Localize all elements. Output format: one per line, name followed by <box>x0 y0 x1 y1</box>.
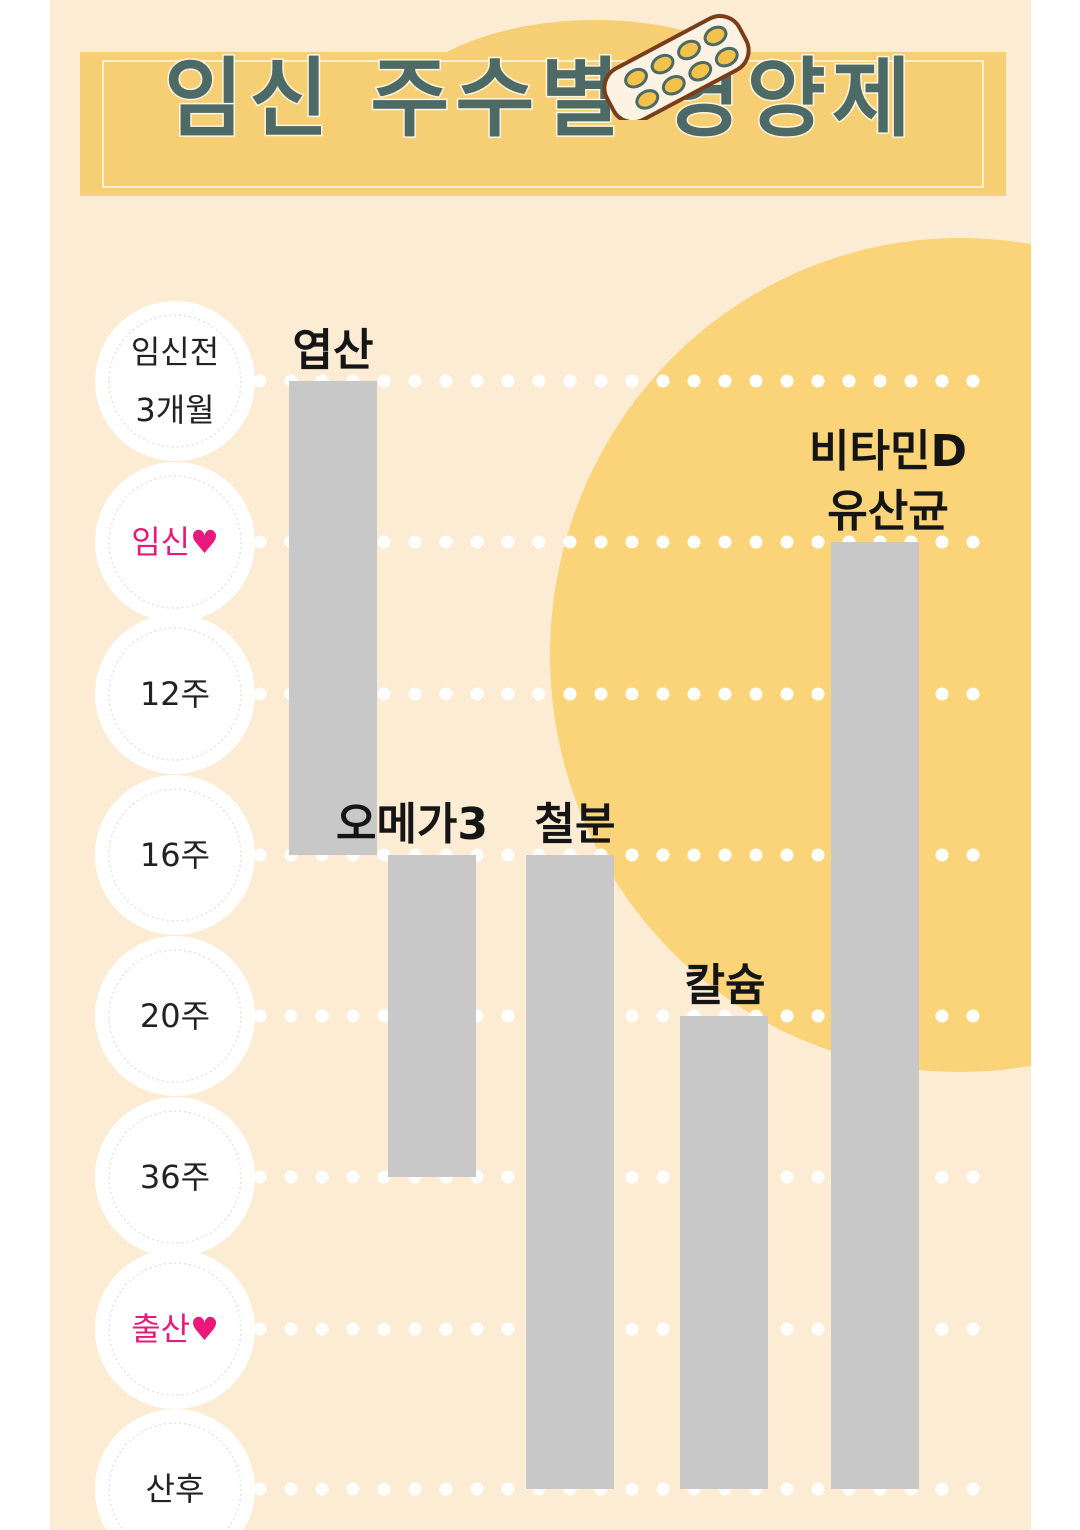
page-title: 임신 주수별 영양제 <box>163 48 917 151</box>
banner-frame <box>102 60 984 188</box>
row-label: 36주 <box>140 1158 210 1196</box>
bar-1 <box>289 381 377 855</box>
row-marker-circle <box>95 1409 255 1530</box>
row-marker-ring <box>108 788 242 922</box>
row-marker-ring <box>108 475 242 609</box>
row-marker-circle <box>95 936 255 1096</box>
row-label: 임신♥ <box>131 523 219 561</box>
row-marker-circle <box>95 775 255 935</box>
bar-group <box>289 381 919 1489</box>
row-marker-ring <box>108 949 242 1083</box>
pill-blister-pack-icon <box>602 14 751 120</box>
bar-label-2: 오메가3 <box>336 799 488 850</box>
bar-3 <box>526 855 614 1489</box>
row-label: 12주 <box>140 675 210 713</box>
row-marker-circle <box>95 1249 255 1409</box>
bar-5 <box>831 542 919 1489</box>
row-marker-ring <box>108 1262 242 1396</box>
row-marker-ring <box>108 314 242 448</box>
row-marker-ring <box>108 627 242 761</box>
bar-2 <box>388 855 476 1177</box>
bar-label-1: 엽산 <box>293 325 374 376</box>
bar-label-5: 비타민D 유산균 <box>809 426 967 537</box>
row-marker-ring <box>108 1110 242 1244</box>
row-label: 출산♥ <box>131 1310 219 1348</box>
row-marker-circle <box>95 462 255 622</box>
bar-label-4: 칼슘 <box>685 960 766 1011</box>
row-marker-circle <box>95 1097 255 1257</box>
title-banner <box>80 52 1006 196</box>
row-label: 산후 <box>146 1470 205 1508</box>
bar-label-3: 철분 <box>535 799 616 850</box>
row-label: 16주 <box>140 836 210 874</box>
row-marker-ring <box>108 1422 242 1530</box>
row-marker-circle <box>95 614 255 774</box>
row-label: 임신전 3개월 <box>131 333 219 429</box>
row-marker-circle <box>95 301 255 461</box>
bar-4 <box>680 1016 768 1489</box>
gridline-group <box>253 374 987 1496</box>
row-label: 20주 <box>140 997 210 1035</box>
